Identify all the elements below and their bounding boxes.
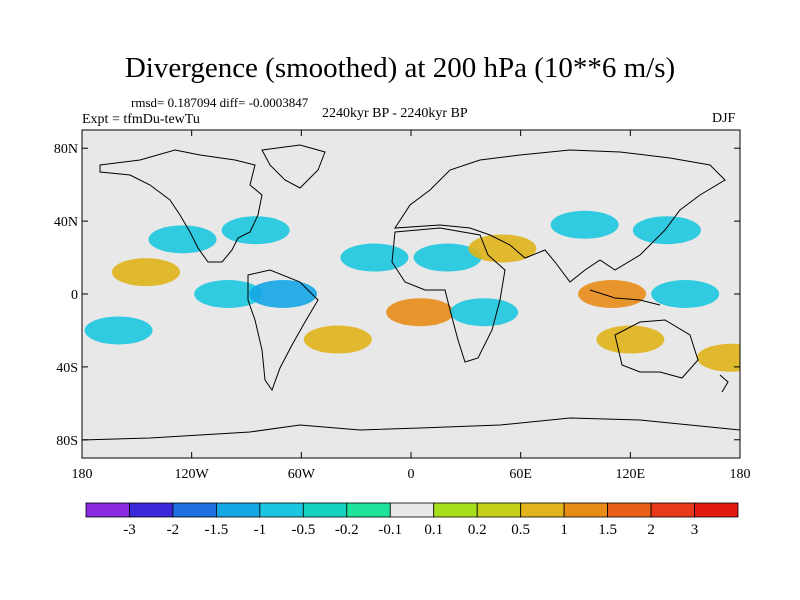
colorbar: -3 -2 -1.5 -1 -0.5 -0.2 -0.1 0.1 0.2 0.5 1 1.5 2 3 [85,502,739,538]
colorbar-label-7: 0.1 [424,522,443,538]
colorbar-label-3: -1 [254,522,267,538]
field-blob-8 [550,210,619,239]
colorbar-swatch-13 [650,502,695,518]
colorbar-swatch-11 [563,502,609,518]
field-blob-4 [249,280,318,308]
colorbar-swatch-12 [607,502,652,518]
x-tick-label-3: 0 [408,467,415,482]
experiment-text: Expt = tfmDu-tewTu [82,112,200,127]
field-blob-16 [696,343,740,372]
field-blob-7 [468,234,537,263]
field-blob-5 [340,243,409,272]
colorbar-label-12: 2 [647,522,655,538]
x-tick-label-2: 60W [288,467,316,482]
colorbar-swatch-14 [694,502,739,518]
colorbar-label-10: 1 [560,522,568,538]
season-label: DJF [712,111,736,126]
coastline-africa [391,227,506,363]
field-blob-0 [148,225,217,254]
colorbar-swatch-1 [129,502,174,518]
field-blob-13 [303,325,372,354]
x-tick-label-1: 120W [175,467,210,482]
coastline-layer [82,144,740,441]
field-blob-9 [632,216,701,245]
period-text: 2240kyr BP - 2240kyr BP [322,106,468,121]
colorbar-label-4: -0.5 [291,522,315,538]
coastline-indonesia [589,289,661,306]
coastline-eurasia [394,149,726,283]
colorbar-label-6: -0.1 [378,522,402,538]
coastline-australia [614,319,699,379]
colorbar-swatch-7 [389,502,435,518]
colorbar-label-5: -0.2 [335,522,359,538]
colorbar-swatch-3 [215,502,261,518]
colorbar-label-9: 0.5 [511,522,530,538]
field-blob-14 [450,298,519,327]
coastline-greenland [261,144,326,189]
colorbar-label-13: 3 [691,522,699,538]
colorbar-swatch-6 [346,502,391,518]
colorbar-swatch-2 [172,502,217,518]
x-tick-label-0: 180 [72,467,93,482]
colorbar-label-2: -1.5 [205,522,229,538]
colorbar-swatch-9 [476,502,522,518]
colorbar-label-8: 0.2 [468,522,487,538]
colorbar-swatch-5 [302,502,348,518]
colorbar-swatch-0 [85,502,130,518]
colorbar-swatch-8 [433,502,478,518]
coastline-antarctica [82,417,740,441]
coastline-north-america [99,149,263,263]
field-blob-2 [111,258,180,287]
field-blob-12 [386,298,455,327]
chart-title: Divergence (smoothed) at 200 hPa (10**6 … [124,52,676,84]
field-blob-6 [413,243,482,272]
x-tick-label-6: 180 [730,467,751,482]
y-tick-label-1: 40N [54,215,78,230]
coastline-south-america [247,269,319,392]
field-blob-17 [84,316,153,345]
colorbar-label-0: -3 [123,522,136,538]
x-tick-label-5: 120E [616,467,646,482]
y-tick-label-0: 80N [54,142,78,157]
divergence-field-layer [84,210,740,372]
colorbar-label-11: 1.5 [598,522,617,538]
colorbar-label-1: -2 [167,522,180,538]
coastline-new-zealand [719,374,729,393]
y-axis: 80N 40N 0 40S 80S [54,142,740,449]
stats-text: rmsd= 0.187094 diff= -0.0003847 [131,95,309,110]
field-blob-3 [194,280,263,308]
colorbar-swatch-10 [520,502,565,518]
colorbar-swatch-4 [259,502,304,518]
field-blob-10 [578,280,647,308]
x-tick-label-4: 60E [509,467,532,482]
field-blob-15 [596,325,665,354]
y-tick-label-4: 80S [56,434,78,449]
field-blob-11 [651,280,720,308]
y-tick-label-3: 40S [56,361,78,376]
x-axis: 180 120W 60W 0 60E 120E 180 [72,130,751,482]
y-tick-label-2: 0 [71,288,78,303]
